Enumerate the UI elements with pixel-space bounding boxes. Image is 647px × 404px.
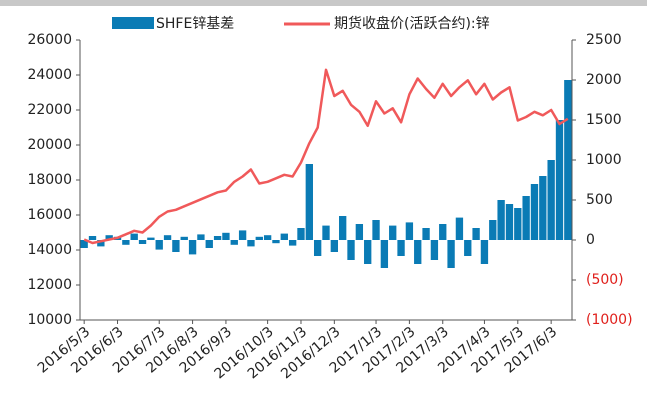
y2-tick-label: 2000	[586, 72, 622, 88]
legend-swatch	[112, 17, 154, 29]
bar	[238, 230, 247, 240]
bar	[430, 240, 439, 260]
bar	[138, 240, 147, 244]
bar	[514, 208, 522, 240]
bar	[489, 220, 497, 240]
bar	[263, 235, 272, 240]
bar	[230, 240, 238, 245]
y-tick-label: 12000	[27, 277, 72, 293]
bar	[172, 240, 180, 252]
bar	[339, 216, 347, 240]
bar	[380, 240, 389, 268]
bar	[422, 228, 430, 240]
y2-tick-label: (1000)	[586, 312, 633, 328]
bar	[255, 236, 263, 240]
bar	[272, 240, 280, 244]
y2-tick-label: 1500	[586, 112, 622, 128]
bar	[280, 233, 288, 240]
bar	[305, 164, 313, 240]
bar	[188, 240, 197, 255]
bar	[372, 220, 380, 240]
y2-tick-label: 1000	[586, 152, 622, 168]
bar	[105, 235, 113, 240]
bar	[197, 234, 205, 240]
bar	[530, 184, 539, 240]
bar	[555, 120, 564, 240]
bar	[547, 160, 555, 240]
bar	[455, 217, 464, 240]
y-tick-label: 26000	[27, 32, 72, 48]
bar	[405, 222, 414, 240]
bar	[163, 235, 172, 240]
line	[83, 68, 569, 245]
bar	[222, 232, 230, 240]
bar	[205, 240, 213, 248]
y2-tick-label: 0	[586, 232, 595, 248]
bar	[355, 224, 364, 240]
bar	[297, 228, 305, 240]
bar	[505, 204, 514, 240]
y-tick-label: 14000	[27, 242, 72, 258]
y-tick-label: 22000	[27, 102, 72, 118]
bar	[447, 240, 455, 268]
bar	[564, 80, 572, 240]
bar	[155, 240, 163, 250]
bar	[147, 237, 155, 240]
bar	[539, 176, 547, 240]
bar	[439, 224, 447, 240]
y2-tick-label: 2500	[586, 32, 622, 48]
bar	[247, 240, 255, 247]
bar	[313, 240, 322, 256]
y-tick-label: 10000	[27, 312, 72, 328]
bar	[130, 233, 138, 240]
y2-tick-label: 500	[586, 192, 613, 208]
bar	[389, 225, 397, 240]
bar	[497, 200, 505, 240]
bar	[347, 240, 355, 260]
bar	[97, 240, 105, 247]
y-tick-label: 20000	[27, 137, 72, 153]
bar	[288, 240, 297, 246]
y-tick-label: 16000	[27, 207, 72, 223]
bar	[480, 240, 489, 264]
bar	[330, 240, 339, 252]
y-tick-label: 24000	[27, 67, 72, 83]
top-band	[0, 0, 647, 6]
bar	[88, 236, 97, 240]
bar	[522, 196, 530, 240]
legend-label: SHFE锌基差	[156, 15, 234, 32]
bar	[364, 240, 372, 264]
bar	[472, 228, 480, 240]
bar	[180, 236, 188, 240]
bar	[80, 240, 88, 248]
y2-tick-label: (500)	[586, 272, 624, 288]
legend-label: 期货收盘价(活跃合约):锌	[334, 15, 490, 32]
y-tick-label: 18000	[27, 172, 72, 188]
bar	[322, 225, 330, 240]
bar	[464, 240, 472, 256]
bar	[397, 240, 405, 256]
bar	[122, 240, 130, 245]
bar	[213, 236, 222, 240]
bar	[414, 240, 422, 264]
